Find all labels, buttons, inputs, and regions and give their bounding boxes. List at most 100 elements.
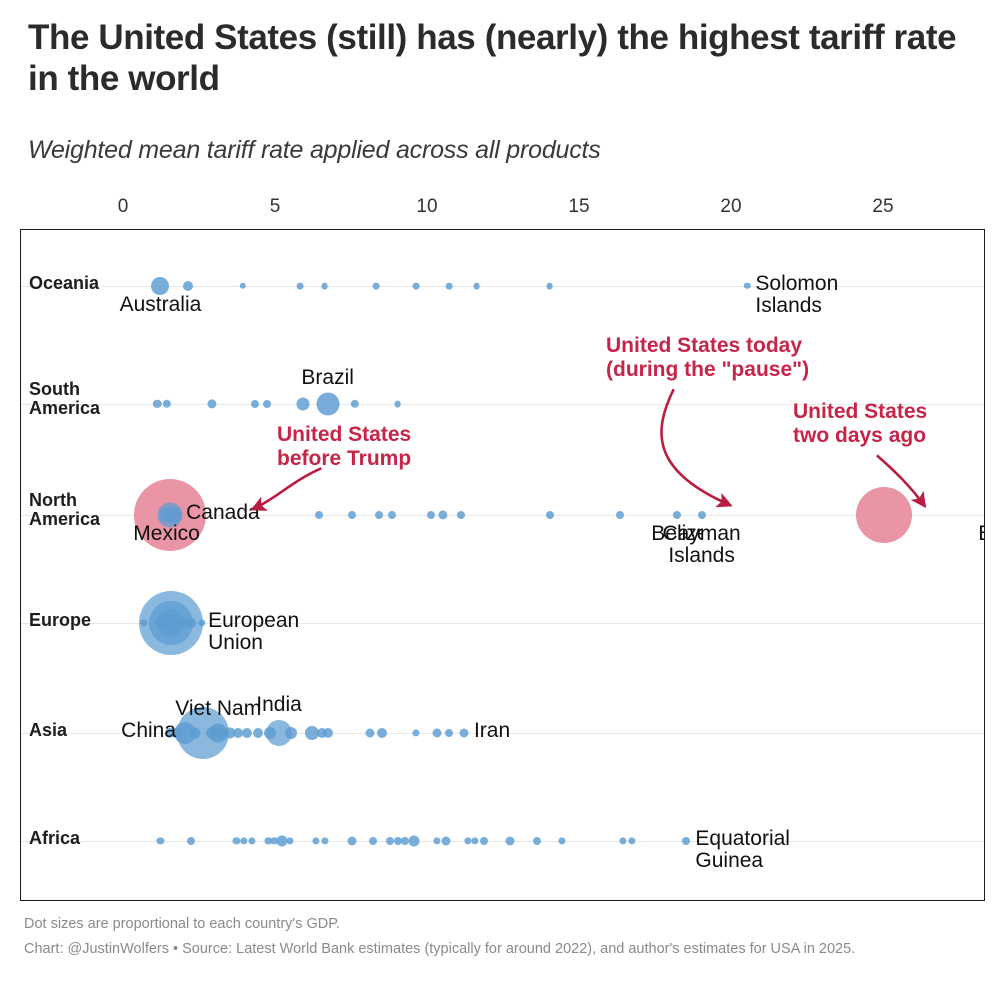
country-dot[interactable] — [189, 727, 201, 739]
country-dot[interactable] — [197, 619, 206, 627]
country-dot[interactable] — [270, 837, 279, 845]
country-dot[interactable] — [296, 397, 310, 411]
point-label: Brazil — [301, 365, 354, 389]
highlight-dot[interactable] — [856, 487, 912, 543]
country-dot[interactable] — [160, 618, 171, 628]
country-dot[interactable] — [286, 837, 294, 845]
country-dot[interactable] — [546, 282, 553, 290]
country-dot[interactable] — [311, 837, 320, 845]
point-label: Bermuda — [978, 522, 984, 545]
country-dot[interactable] — [433, 837, 441, 845]
country-dot[interactable] — [242, 728, 253, 738]
country-dot[interactable] — [207, 399, 217, 409]
country-dot[interactable] — [432, 728, 442, 738]
country-dot[interactable] — [533, 837, 542, 845]
country-dot[interactable] — [322, 728, 333, 738]
country-dot[interactable] — [250, 400, 259, 408]
country-dot[interactable] — [393, 837, 402, 845]
country-dot[interactable] — [348, 511, 356, 519]
country-dot[interactable] — [369, 837, 378, 845]
country-dot[interactable] — [347, 836, 357, 846]
country-dot[interactable] — [673, 511, 682, 519]
country-dot[interactable] — [239, 282, 246, 290]
country-dot[interactable] — [173, 722, 196, 744]
country-dot[interactable] — [153, 399, 162, 409]
country-dot[interactable] — [233, 728, 243, 738]
country-dot[interactable] — [427, 511, 436, 519]
country-dot[interactable] — [262, 400, 271, 408]
country-dot[interactable] — [162, 399, 171, 409]
country-dot[interactable] — [224, 727, 236, 739]
country-dot[interactable] — [457, 511, 466, 519]
country-dot[interactable] — [480, 837, 489, 845]
country-dot[interactable] — [140, 619, 148, 627]
country-dot[interactable] — [408, 835, 420, 847]
country-dot[interactable] — [473, 282, 481, 290]
country-dot[interactable] — [285, 727, 298, 739]
country-dot[interactable] — [173, 618, 184, 628]
annotation-us-two-days-ago: United States two days ago — [793, 400, 928, 447]
country-dot[interactable] — [412, 282, 420, 290]
country-dot[interactable] — [377, 728, 388, 738]
country-dot[interactable] — [296, 282, 304, 290]
country-dot[interactable] — [615, 511, 624, 519]
country-dot[interactable] — [412, 729, 420, 737]
x-tick-10: 10 — [416, 196, 438, 217]
country-dot[interactable] — [459, 728, 469, 738]
country-dot[interactable] — [240, 837, 248, 845]
point-label: European Union — [208, 609, 300, 655]
country-dot[interactable] — [252, 728, 263, 738]
country-dot[interactable] — [182, 281, 193, 291]
country-dot[interactable] — [186, 837, 195, 845]
x-tick-15: 15 — [568, 196, 590, 217]
country-dot[interactable] — [305, 726, 320, 740]
country-dot[interactable] — [321, 282, 329, 290]
country-dot[interactable] — [164, 728, 175, 738]
country-dot[interactable] — [314, 511, 323, 519]
country-dot[interactable] — [172, 728, 183, 738]
country-dot[interactable] — [179, 618, 190, 628]
country-dot[interactable] — [276, 835, 288, 847]
country-dot[interactable] — [628, 837, 636, 845]
country-dot[interactable] — [545, 511, 554, 519]
country-dot[interactable] — [321, 837, 329, 845]
country-dot[interactable] — [386, 837, 394, 845]
country-dot[interactable] — [206, 727, 219, 739]
x-tick-5: 5 — [269, 196, 281, 217]
country-dot[interactable] — [375, 511, 384, 519]
country-dot[interactable] — [264, 837, 272, 845]
point-label: Solomon Islands — [755, 272, 839, 318]
country-dot[interactable] — [618, 837, 627, 845]
chart-subtitle: Weighted mean tariff rate applied across… — [28, 136, 601, 164]
country-dot[interactable] — [151, 277, 170, 295]
country-dot[interactable] — [215, 727, 227, 739]
country-dot[interactable] — [697, 511, 706, 519]
country-dot[interactable] — [350, 399, 360, 409]
country-dot[interactable] — [316, 728, 327, 738]
country-dot[interactable] — [365, 728, 375, 738]
country-dot[interactable] — [387, 511, 396, 519]
country-dot[interactable] — [743, 282, 751, 290]
row-line-oceania — [21, 286, 984, 287]
country-dot[interactable] — [156, 837, 165, 845]
country-dot[interactable] — [471, 837, 479, 845]
country-dot[interactable] — [682, 837, 691, 845]
country-dot[interactable] — [505, 836, 515, 846]
plot-inner: Oceania Australia Solomon Islands South Ame… — [21, 230, 984, 900]
country-dot[interactable] — [438, 510, 448, 520]
country-dot[interactable] — [263, 727, 276, 739]
country-dot[interactable] — [558, 837, 566, 845]
country-dot[interactable] — [445, 282, 453, 290]
country-dot[interactable] — [185, 618, 196, 628]
country-dot[interactable] — [316, 392, 340, 416]
country-dot[interactable] — [445, 729, 454, 737]
country-dot[interactable] — [401, 837, 410, 845]
country-dot[interactable] — [232, 837, 241, 845]
country-dot[interactable] — [159, 508, 174, 522]
country-dot[interactable] — [441, 836, 451, 846]
country-dot[interactable] — [463, 837, 472, 845]
country-dot[interactable] — [394, 400, 401, 408]
country-dot[interactable] — [248, 837, 256, 845]
country-dot[interactable] — [372, 282, 380, 290]
